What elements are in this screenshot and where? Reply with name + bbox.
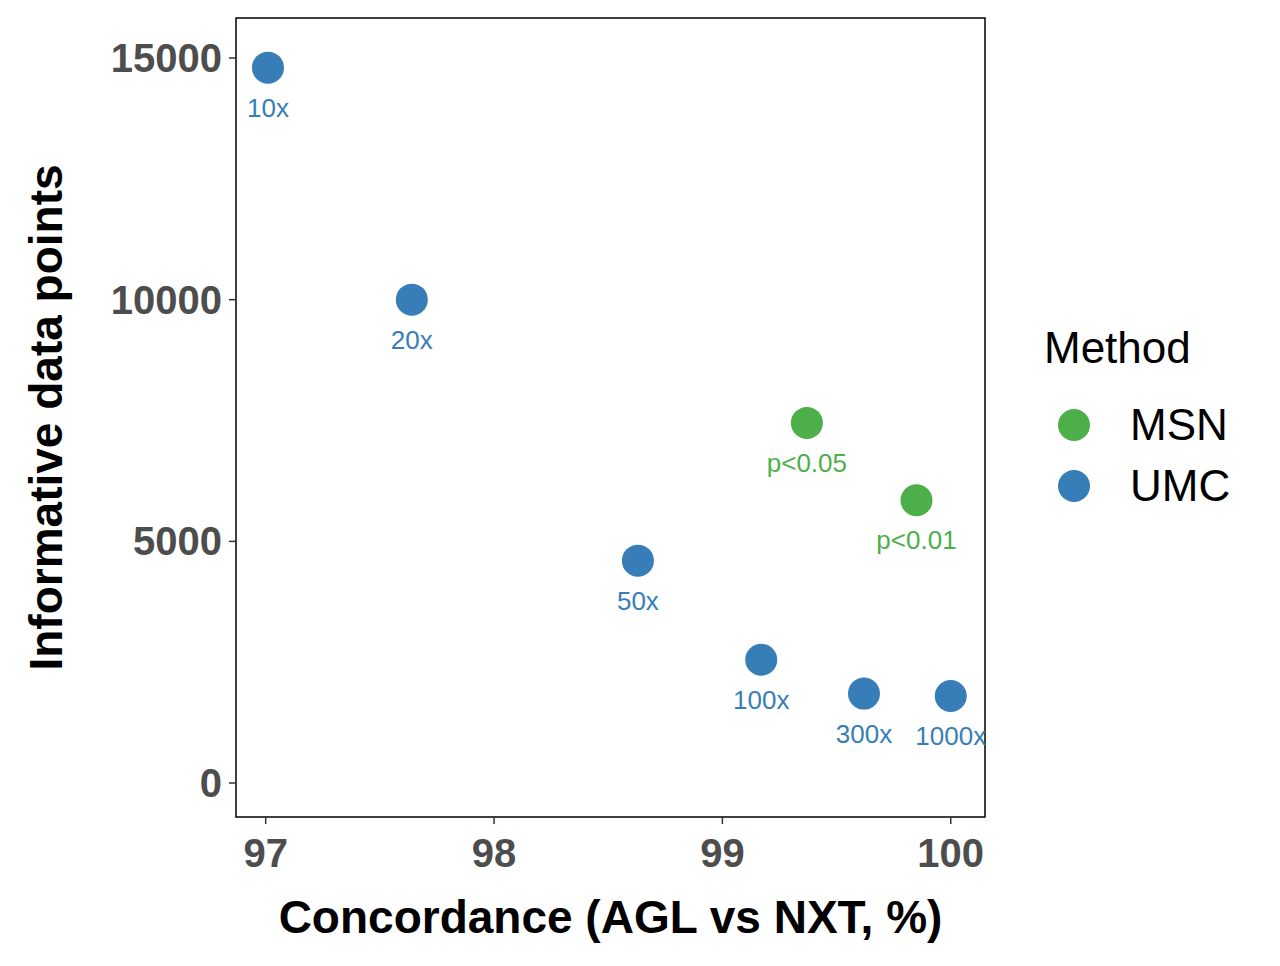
legend-title: Method <box>1044 323 1191 372</box>
point-label: p<0.05 <box>767 448 847 478</box>
point-label: 1000x <box>915 721 986 751</box>
point <box>252 52 284 84</box>
x-tick-label: 98 <box>472 831 517 875</box>
point <box>935 680 967 712</box>
x-tick-label: 100 <box>917 831 984 875</box>
point <box>848 678 880 710</box>
y-tick-label: 15000 <box>111 36 222 80</box>
y-tick <box>229 57 236 59</box>
point <box>622 545 654 577</box>
x-tick <box>722 817 724 824</box>
point <box>396 284 428 316</box>
y-axis-title: Informative data points <box>20 164 72 670</box>
x-tick-label: 99 <box>700 831 745 875</box>
y-tick-label: 0 <box>200 761 222 805</box>
y-tick <box>229 541 236 543</box>
point-label: 100x <box>733 685 789 715</box>
point-label: p<0.01 <box>876 525 956 555</box>
x-axis-title: Concordance (AGL vs NXT, %) <box>279 891 943 943</box>
point-label: 300x <box>836 719 892 749</box>
y-tick <box>229 299 236 301</box>
plot-frame <box>236 18 985 817</box>
point <box>791 407 823 439</box>
x-tick-label: 97 <box>243 831 288 875</box>
y-tick <box>229 782 236 784</box>
x-tick <box>265 817 267 824</box>
legend-marker <box>1058 409 1090 441</box>
point-label: 50x <box>617 586 659 616</box>
chart: 97 98 99 100 0 5000 10000 15000 Concordance (AGL… <box>0 0 1280 966</box>
point-label: 10x <box>247 93 289 123</box>
point <box>900 484 932 516</box>
x-tick <box>493 817 495 824</box>
legend-label: UMC <box>1130 461 1230 510</box>
x-tick <box>950 817 952 824</box>
point <box>745 644 777 676</box>
y-tick-label: 5000 <box>133 519 222 563</box>
point-label: 20x <box>391 325 433 355</box>
points <box>252 52 967 712</box>
y-tick-label: 10000 <box>111 278 222 322</box>
legend-marker <box>1058 470 1090 502</box>
legend-label: MSN <box>1130 400 1228 449</box>
